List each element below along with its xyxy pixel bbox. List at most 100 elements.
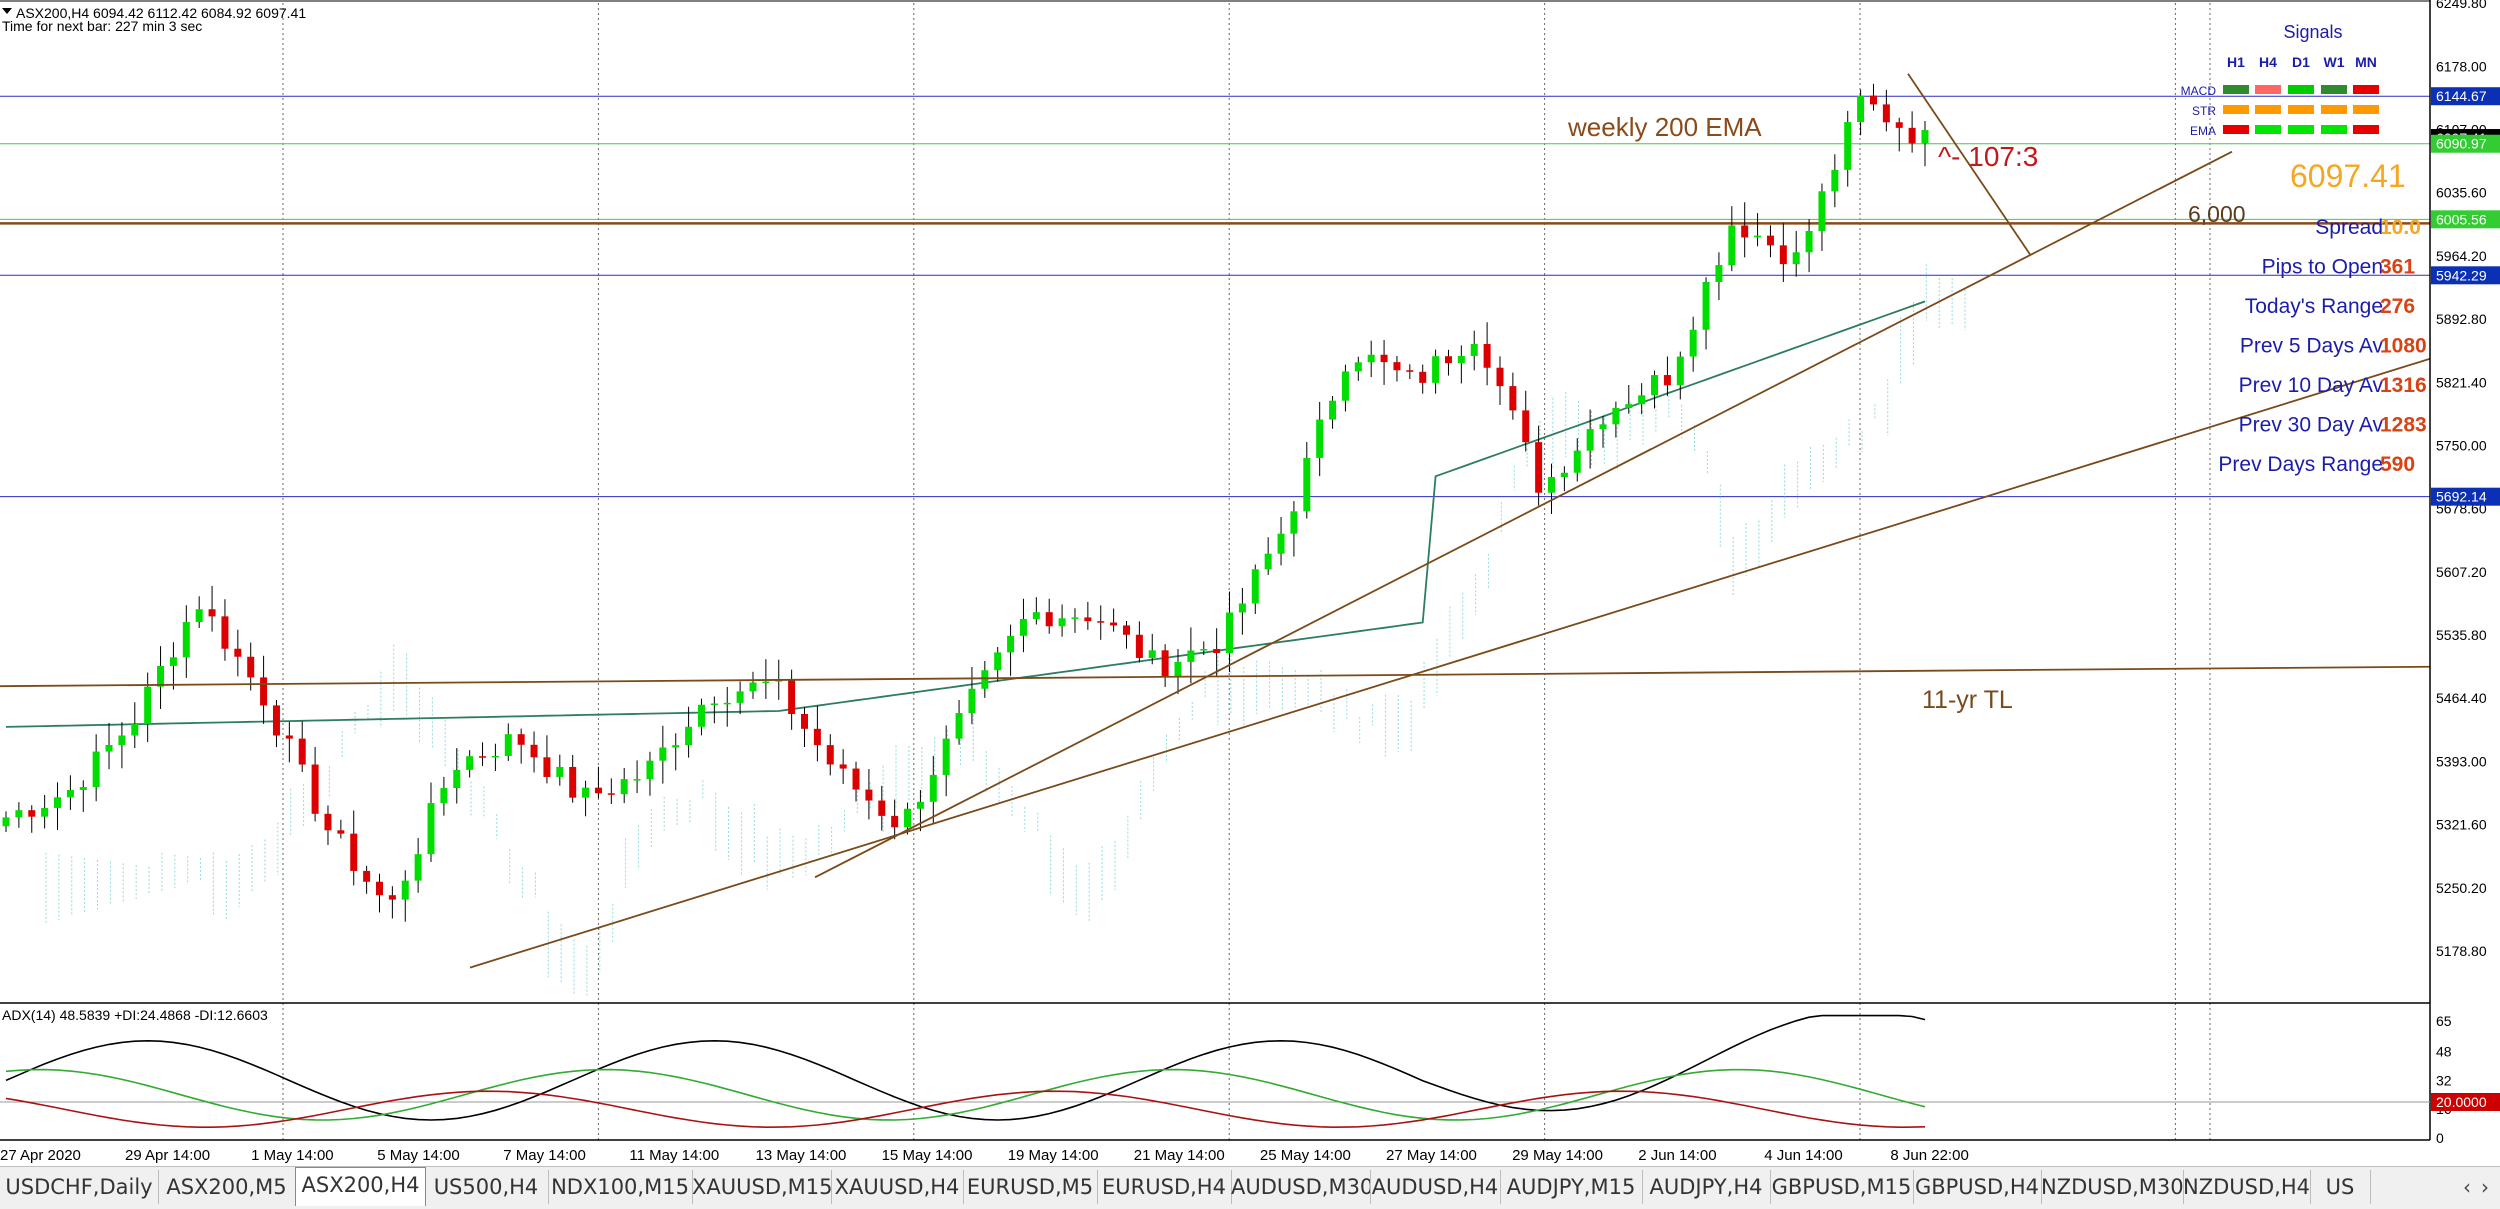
candle-body bbox=[105, 744, 113, 752]
signal-indicator bbox=[2353, 85, 2379, 94]
time-tick-label: 4 Jun 14:00 bbox=[1764, 1147, 1842, 1164]
tab-nzdusd-m30[interactable]: NZDUSD,M30 bbox=[2041, 1170, 2184, 1204]
six-thousand-label: 6,000 bbox=[2188, 201, 2246, 227]
tab-audusd-m30[interactable]: AUDUSD,M30 bbox=[1231, 1170, 1371, 1204]
stat-label: Prev Days Range bbox=[2218, 453, 2383, 476]
candle-body bbox=[594, 787, 602, 794]
price-tick-label: 5821.40 bbox=[2436, 374, 2487, 390]
tab-audjpy-h4[interactable]: AUDJPY,H4 bbox=[1642, 1170, 1771, 1204]
candle-body bbox=[1663, 375, 1671, 386]
candle-body bbox=[839, 764, 847, 769]
stat-label: Prev 10 Day Av bbox=[2239, 374, 2384, 397]
candle-body bbox=[1084, 617, 1092, 622]
candle-body bbox=[324, 813, 332, 831]
tab-us500-h4[interactable]: US500,H4 bbox=[424, 1170, 549, 1204]
time-axis: 27 Apr 2020 29 Apr 14:00 1 May 14:00 5 May … bbox=[0, 1147, 1969, 1164]
signal-indicator bbox=[2321, 85, 2347, 94]
price-tick-label: 5750.00 bbox=[2436, 437, 2487, 453]
candle-body bbox=[1019, 619, 1027, 636]
tab-scroll-left-icon[interactable]: ‹ bbox=[2463, 1175, 2471, 1199]
candle-body bbox=[1406, 370, 1414, 372]
tab-xauusd-h4[interactable]: XAUUSD,H4 bbox=[831, 1170, 964, 1204]
adx-level-tag-label: 20.0000 bbox=[2436, 1094, 2487, 1110]
candle-body bbox=[1226, 612, 1234, 654]
adx-axis: 65483216020.0000 bbox=[2431, 1013, 2500, 1146]
candle-body bbox=[247, 656, 255, 678]
candle-body bbox=[762, 681, 770, 684]
tab-us[interactable]: US bbox=[2310, 1170, 2371, 1204]
signal-indicator bbox=[2353, 105, 2379, 114]
candle-body bbox=[260, 677, 268, 706]
tab-eurusd-m5[interactable]: EURUSD,M5 bbox=[963, 1170, 1098, 1204]
candle-body bbox=[41, 807, 49, 817]
signal-indicator bbox=[2353, 125, 2379, 134]
price-tick-label: 5892.80 bbox=[2436, 311, 2487, 327]
time-tick-label: 15 May 14:00 bbox=[882, 1147, 973, 1164]
time-tick-label: 21 May 14:00 bbox=[1134, 1147, 1225, 1164]
candle-body bbox=[1599, 424, 1607, 430]
time-tick-label: 13 May 14:00 bbox=[756, 1147, 847, 1164]
candle-body bbox=[517, 734, 525, 745]
signal-row-label: EMA bbox=[2190, 124, 2216, 138]
tab-usdchf-daily[interactable]: USDCHF,Daily bbox=[0, 1170, 159, 1204]
tab-nzdusd-h4[interactable]: NZDUSD,H4 bbox=[2183, 1170, 2311, 1204]
tab-asx200-m5[interactable]: ASX200,M5 bbox=[158, 1170, 296, 1204]
signal-timeframe: D1 bbox=[2292, 54, 2310, 70]
candle-body bbox=[1522, 410, 1530, 443]
candle-body bbox=[1586, 429, 1594, 451]
signal-indicator bbox=[2288, 85, 2314, 94]
candle-body bbox=[749, 682, 757, 692]
tab-asx200-h4[interactable]: ASX200,H4 bbox=[295, 1167, 426, 1206]
tab-xauusd-m15[interactable]: XAUUSD,M15 bbox=[692, 1170, 832, 1204]
candle-body bbox=[543, 757, 551, 777]
signal-indicator bbox=[2223, 125, 2249, 134]
candle-body bbox=[891, 815, 899, 828]
tab-audusd-h4[interactable]: AUDUSD,H4 bbox=[1370, 1170, 1501, 1204]
time-tick-label: 2 Jun 14:00 bbox=[1638, 1147, 1716, 1164]
candle-body bbox=[66, 789, 74, 798]
candle-body bbox=[1238, 603, 1246, 613]
candle-body bbox=[1676, 356, 1684, 386]
stat-label: Prev 30 Day Av bbox=[2239, 414, 2384, 437]
tab-ndx100-m15[interactable]: NDX100,M15 bbox=[548, 1170, 693, 1204]
tab-audjpy-m15[interactable]: AUDJPY,M15 bbox=[1500, 1170, 1643, 1204]
candle-body bbox=[1432, 356, 1440, 383]
candle-body bbox=[633, 779, 641, 781]
stat-value: 10.0 bbox=[2380, 216, 2421, 239]
candle-body bbox=[1329, 400, 1337, 420]
tab-scroll-right-icon[interactable]: › bbox=[2481, 1175, 2489, 1199]
tab-gbpusd-m15[interactable]: GBPUSD,M15 bbox=[1770, 1170, 1914, 1204]
price-tag bbox=[2431, 87, 2500, 106]
price-chart[interactable]: ASX200,H4 6094.42 6112.42 6084.92 6097.4… bbox=[0, 0, 2500, 1170]
candle-body bbox=[582, 787, 590, 798]
signal-timeframe: H4 bbox=[2259, 54, 2277, 70]
candle-body bbox=[1277, 533, 1285, 554]
signal-indicator bbox=[2255, 105, 2281, 114]
candle-body bbox=[388, 895, 396, 900]
candle-body bbox=[1007, 635, 1015, 653]
adx-tick-label: 65 bbox=[2436, 1013, 2452, 1029]
time-tick-label: 19 May 14:00 bbox=[1008, 1147, 1099, 1164]
collapse-triangle-icon[interactable] bbox=[2, 8, 12, 14]
price-tick-label: 6035.60 bbox=[2436, 185, 2487, 201]
candle-body bbox=[79, 787, 87, 790]
price-tag bbox=[2431, 134, 2500, 153]
adx-indicator: ADX(14) 48.5839 +DI:24.4868 -DI:12.6603 bbox=[0, 1007, 2430, 1129]
plus-di-line bbox=[5, 1068, 1926, 1121]
tab-eurusd-h4[interactable]: EURUSD,H4 bbox=[1097, 1170, 1232, 1204]
candle-body bbox=[311, 764, 319, 814]
stat-value: 276 bbox=[2380, 295, 2415, 318]
candle-body bbox=[801, 714, 809, 729]
candle-body bbox=[375, 881, 383, 896]
candle-body bbox=[1882, 104, 1890, 123]
price-axis: 6249.806178.006107.006035.605964.205892.… bbox=[2436, 0, 2487, 959]
time-tick-label: 27 Apr 2020 bbox=[0, 1147, 81, 1164]
tab-gbpusd-h4[interactable]: GBPUSD,H4 bbox=[1913, 1170, 2042, 1204]
candle-body bbox=[1702, 282, 1710, 330]
price-tick-label: 5178.80 bbox=[2436, 943, 2487, 959]
time-tick-label: 27 May 14:00 bbox=[1386, 1147, 1477, 1164]
signal-indicator bbox=[2321, 125, 2347, 134]
candle-body bbox=[350, 833, 358, 871]
candle-body bbox=[530, 744, 538, 758]
candle-body bbox=[1032, 612, 1040, 620]
